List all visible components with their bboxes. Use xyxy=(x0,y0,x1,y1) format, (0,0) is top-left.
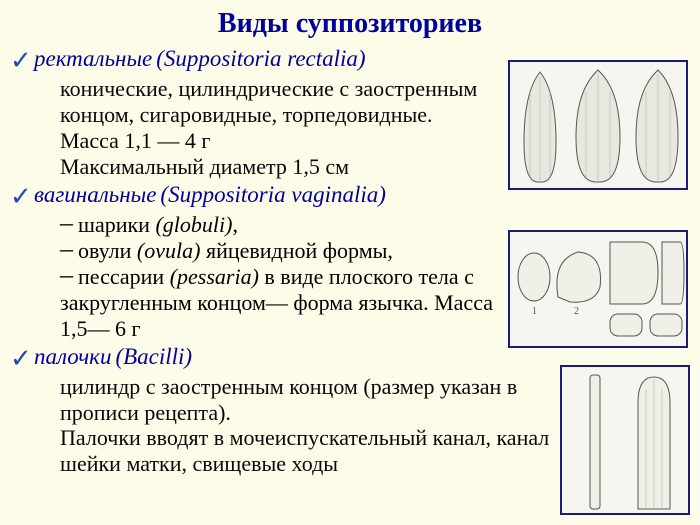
section-latin-vaginal: (Suppositoria vaginalia) xyxy=(160,182,386,207)
sub1-after: , xyxy=(232,212,238,237)
sub1-italic: (globuli) xyxy=(155,212,232,237)
vaginal-label-2: 2 xyxy=(574,306,579,317)
sub3-before: пессарии xyxy=(78,264,170,289)
content-column: ✓ректальные (Suppositoria rectalia) кони… xyxy=(0,44,498,477)
rectal-line-2: Масса 1,1 — 4 г xyxy=(60,128,498,154)
check-icon: ✓ xyxy=(10,344,34,374)
section-title-bacilli: палочки xyxy=(34,344,111,369)
sub3-italic: (pessaria) xyxy=(170,264,259,289)
section-latin-rectal: (Suppositoria rectalia) xyxy=(156,46,365,71)
section-head-vaginal: ✓вагинальные (Suppositoria vaginalia) xyxy=(8,182,498,212)
section-latin-bacilli: (Bacilli) xyxy=(115,344,192,369)
image-bacilli xyxy=(560,365,690,515)
section-title-rectal: ректальные xyxy=(34,46,152,71)
vaginal-label-1: 1 xyxy=(532,306,537,317)
bacilli-line-2: Палочки вводят в мочеиспускательный кана… xyxy=(60,425,560,477)
slide-page: Виды суппозиториев ✓ректальные (Supposit… xyxy=(0,0,700,525)
rectal-line-3: Максимальный диаметр 1,5 см xyxy=(60,154,498,180)
rectal-svg xyxy=(510,62,686,188)
image-vaginal: 1 2 xyxy=(508,230,688,348)
sub2-before: овули xyxy=(78,238,137,263)
check-icon: ✓ xyxy=(10,182,34,212)
bacilli-svg xyxy=(562,367,688,513)
check-icon: ✓ xyxy=(10,46,34,76)
vaginal-sub-3: –пессарии (pessaria) в виде плоского тел… xyxy=(60,264,500,342)
dash-icon: – xyxy=(60,238,78,260)
section-head-rectal: ✓ректальные (Suppositoria rectalia) xyxy=(8,46,498,76)
vaginal-sub-1: –шарики (globuli), xyxy=(60,212,498,238)
sub2-after: яйцевидной формы, xyxy=(200,238,392,263)
dash-icon: – xyxy=(60,212,78,234)
section-head-bacilli: ✓палочки (Bacilli) xyxy=(8,344,498,374)
sub1-before: шарики xyxy=(78,212,155,237)
vaginal-sub-2: –овули (ovula) яйцевидной формы, xyxy=(60,238,498,264)
rectal-line-1: конические, цилиндрические с заостренным… xyxy=(60,76,500,128)
sub2-italic: (ovula) xyxy=(137,238,201,263)
section-title-vaginal: вагинальные xyxy=(34,182,156,207)
vaginal-svg xyxy=(510,232,686,346)
image-rectal xyxy=(508,60,688,190)
page-title: Виды суппозиториев xyxy=(0,0,700,40)
dash-icon: – xyxy=(60,264,78,286)
bacilli-line-1: цилиндр с заостренным концом (размер ука… xyxy=(60,374,530,426)
